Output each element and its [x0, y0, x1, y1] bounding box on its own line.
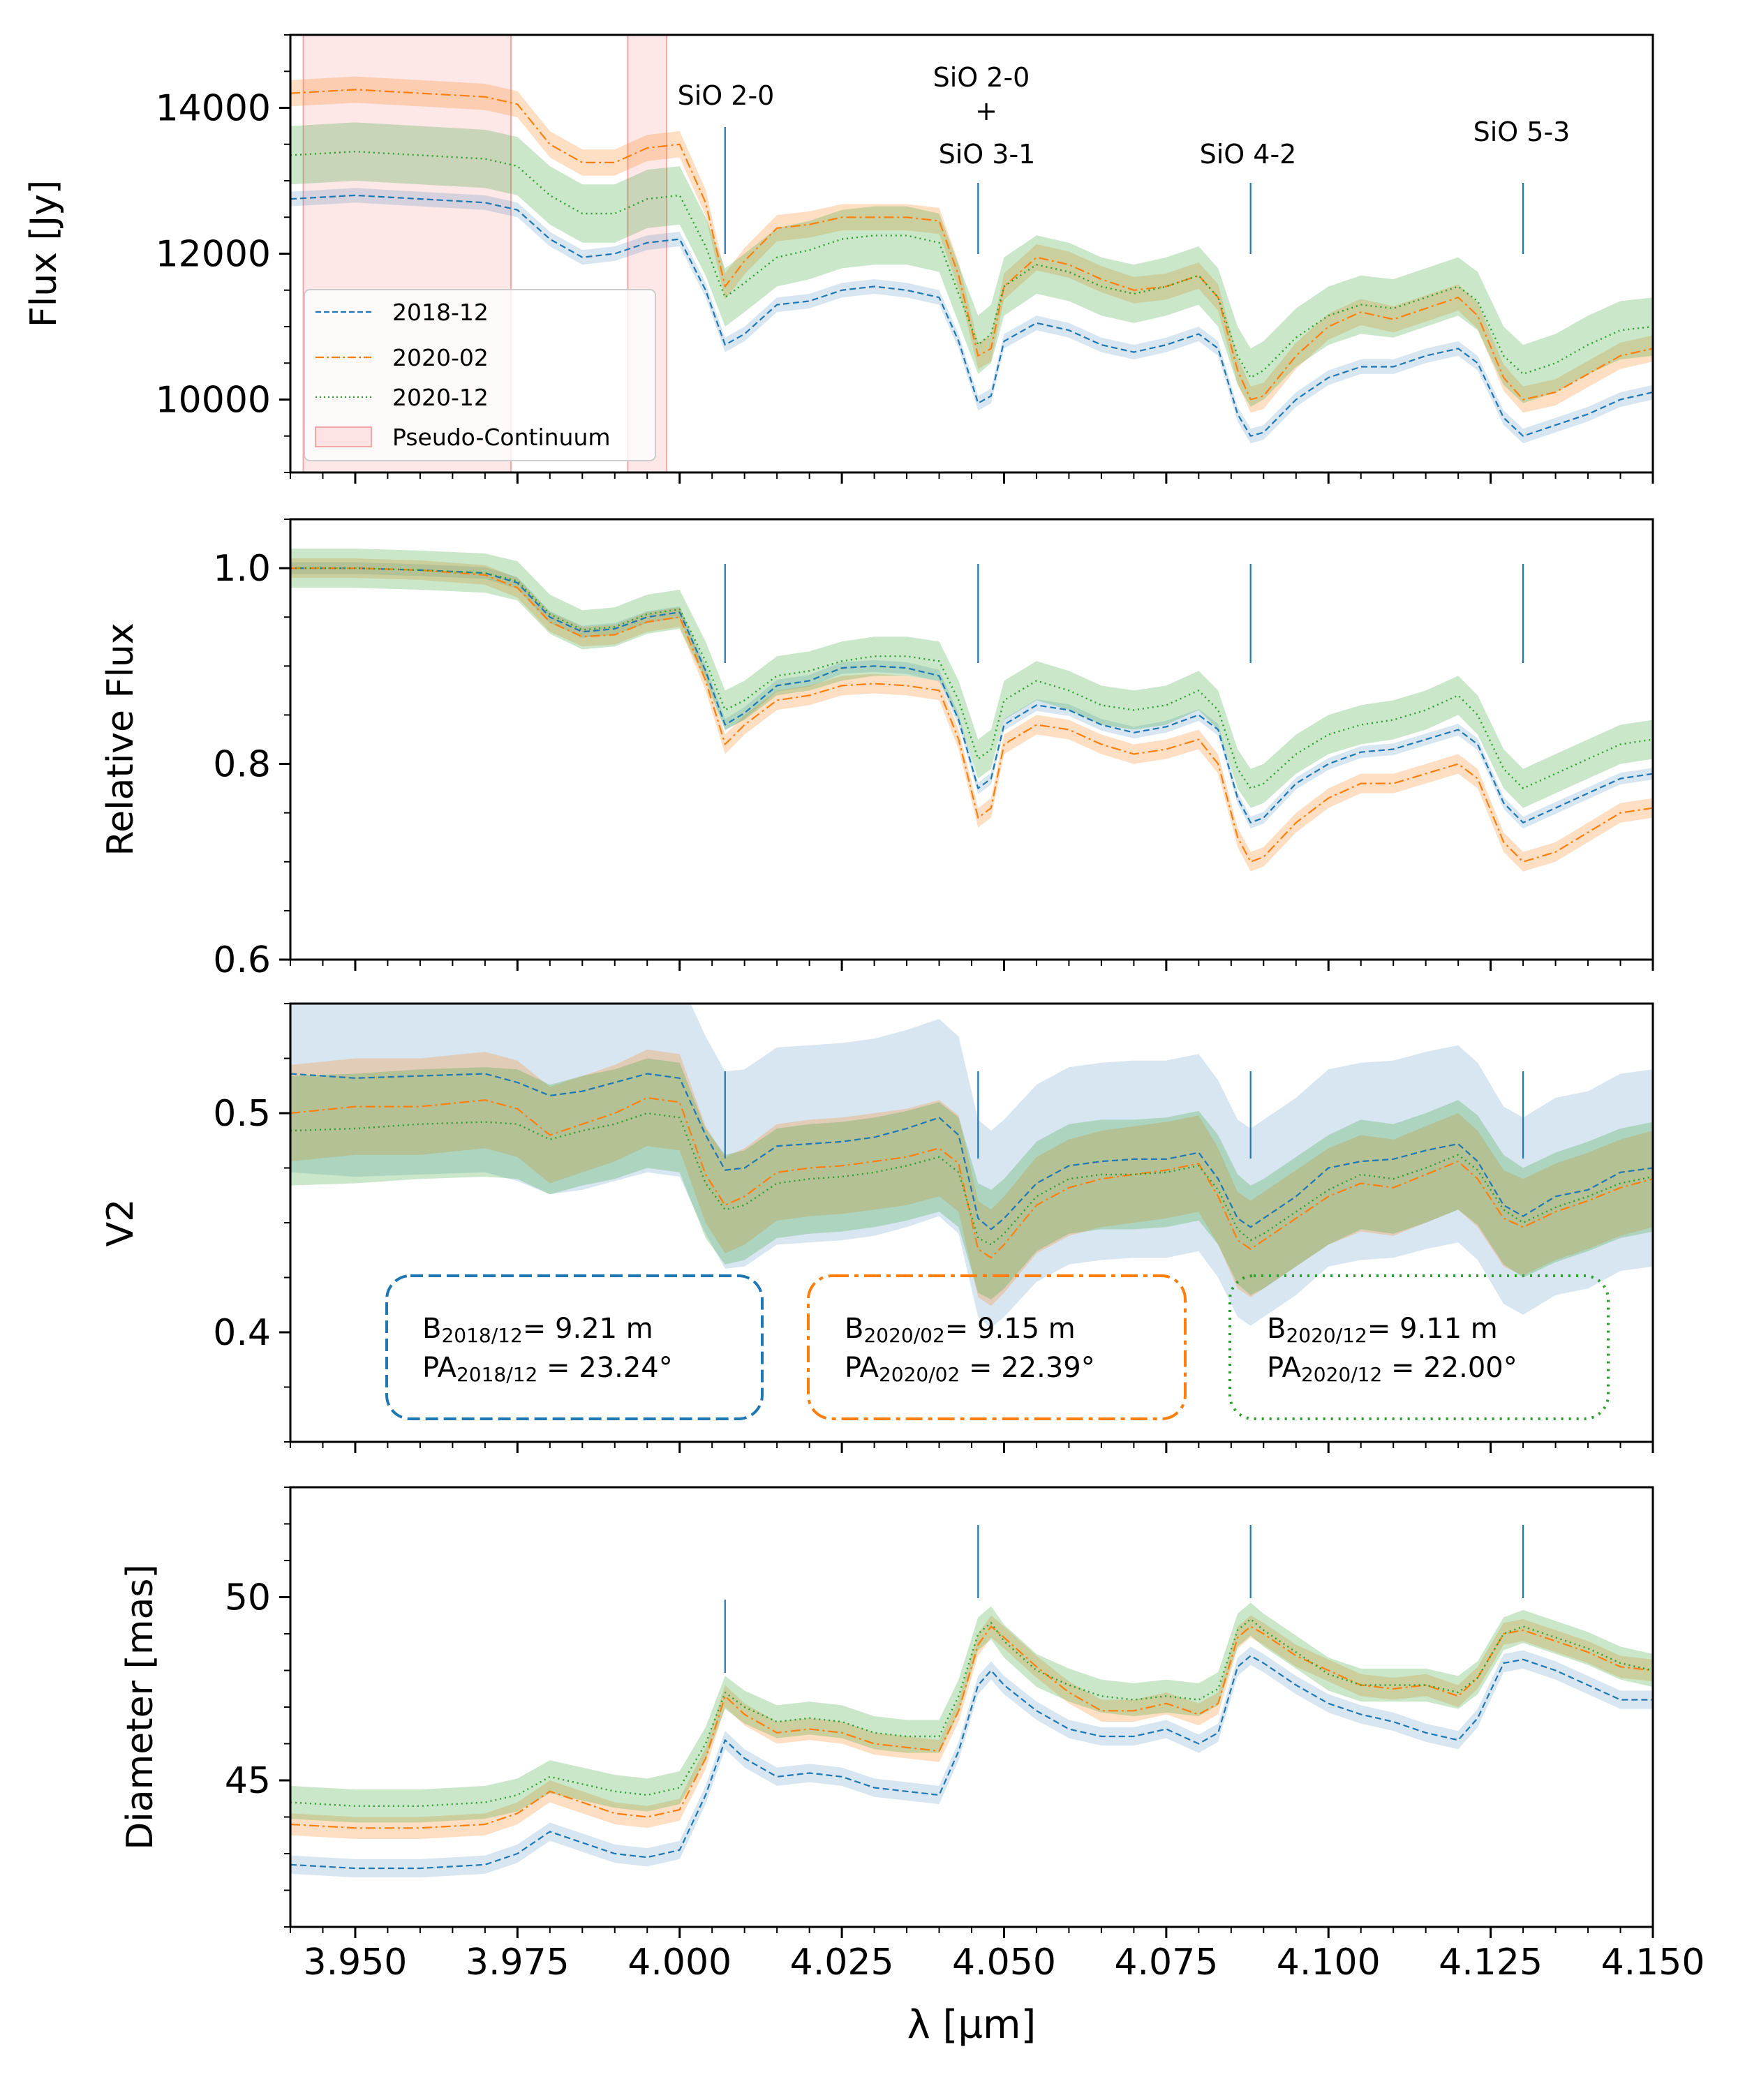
error-band-2018-12 — [290, 1646, 1653, 1878]
legend-label-continuum: Pseudo-Continuum — [392, 424, 611, 451]
pa-text-2018-12: PA2018/12 = 23.24° — [422, 1352, 673, 1386]
error-band-2018-12 — [290, 1004, 1653, 1328]
x-tick-label: 4.025 — [790, 1942, 894, 1983]
x-tick-label: 3.950 — [304, 1942, 408, 1983]
v2-panel: 0.4 0.5 V2 — [100, 1002, 1654, 1453]
x-tick-label: 4.050 — [952, 1942, 1056, 1983]
y-tick-label: 1.0 — [213, 548, 271, 590]
y-tick-label: 0.6 — [213, 939, 271, 981]
y-tick-label: 0.4 — [213, 1312, 271, 1354]
series-line-2020-02 — [290, 567, 1653, 863]
baseline-text-2018-12: B2018/12= 9.21 m — [422, 1313, 653, 1347]
marker-label-plus: + — [975, 96, 997, 126]
y-tick-label: 14000 — [156, 88, 271, 130]
series-line-2018-12 — [290, 1655, 1653, 1870]
baseline-text-2020-12: B2020/12= 9.11 m — [1267, 1313, 1498, 1347]
legend-label-2018-12: 2018-12 — [392, 299, 489, 326]
y-tick-label: 0.8 — [213, 744, 271, 786]
baseline-box-2018-12: B2018/12= 9.21 m PA2018/12 = 23.24° — [385, 1274, 764, 1420]
diameter-panel: 45 50 Diameter [mas] 3.950 3.975 4.000 4.025 4.… — [119, 1486, 1705, 1983]
error-band-2020-12 — [290, 1602, 1653, 1823]
y-axis-label: Flux [Jy] — [23, 180, 65, 327]
y-tick-label: 10000 — [156, 380, 271, 422]
x-tick-label: 4.100 — [1277, 1942, 1381, 1983]
baseline-box-frame-2020-02 — [807, 1274, 1187, 1420]
y-tick-label: 0.5 — [213, 1093, 271, 1135]
pa-text-2020-12: PA2020/12 = 22.00° — [1267, 1352, 1517, 1386]
x-tick-label: 4.000 — [628, 1942, 732, 1983]
pa-text-2020-02: PA2020/02 = 22.39° — [845, 1352, 1095, 1386]
series-line-2020-12 — [290, 1112, 1653, 1246]
series-line-2020-02 — [290, 1625, 1653, 1829]
series-line-2020-02 — [290, 89, 1653, 401]
series-line-2018-12 — [290, 1073, 1653, 1230]
flux-panel: 10000 12000 14000 Flux [Jy] — [23, 33, 1654, 484]
legend-swatch-continuum — [315, 426, 372, 447]
series-line-2018-12 — [290, 194, 1653, 437]
error-band-2020-12 — [290, 122, 1653, 407]
series-line-2020-12 — [290, 1618, 1653, 1808]
series-line-2020-02 — [290, 1096, 1653, 1259]
series-line-2020-12 — [290, 567, 1653, 789]
y-tick-label: 50 — [225, 1577, 271, 1619]
relative-flux-panel: 0.6 0.8 1.0 Relative Flux — [100, 518, 1654, 981]
baseline-box-frame-2018-12 — [385, 1274, 764, 1420]
marker-label-sio-4-2: SiO 4-2 — [1200, 139, 1297, 170]
baseline-box-2020-02: B2020/02= 9.15 m PA2020/02 = 22.39° — [807, 1274, 1187, 1420]
y-axis-label: Relative Flux — [100, 623, 142, 856]
error-band-2020-12 — [290, 549, 1653, 808]
x-tick-label: 4.125 — [1439, 1942, 1543, 1983]
error-band-2020-02 — [290, 76, 1653, 413]
error-band-2020-02 — [290, 558, 1653, 872]
x-tick-label: 4.150 — [1601, 1942, 1705, 1983]
y-axis-label: Diameter [mas] — [119, 1564, 161, 1849]
marker-label-sio-5-3: SiO 5-3 — [1473, 117, 1570, 147]
x-tick-label: 3.975 — [466, 1942, 570, 1983]
legend: 2018-12 2020-02 2020-12 Pseudo-Continuum — [304, 289, 656, 461]
x-axis-label: λ [µm] — [907, 2002, 1037, 2048]
legend-frame — [304, 289, 656, 461]
error-band-2020-02 — [290, 1049, 1653, 1306]
y-tick-label: 12000 — [156, 234, 271, 276]
error-band-2018-12 — [290, 188, 1653, 444]
marker-label-sio-3-1: SiO 3-1 — [939, 139, 1036, 170]
baseline-text-2020-02: B2020/02= 9.15 m — [845, 1313, 1076, 1347]
marker-label-sio-2-0-combined: SiO 2-0 — [933, 62, 1030, 93]
marker-label-sio-2-0: SiO 2-0 — [678, 80, 775, 111]
baseline-box-frame-2020-12 — [1228, 1274, 1610, 1420]
y-tick-label: 45 — [225, 1760, 271, 1802]
y-axis-label: V2 — [100, 1199, 142, 1247]
error-band-2020-02 — [290, 1615, 1653, 1839]
x-tick-label: 4.075 — [1114, 1942, 1218, 1983]
legend-label-2020-12: 2020-12 — [392, 384, 489, 411]
series-line-2020-12 — [290, 150, 1653, 379]
legend-label-2020-02: 2020-02 — [392, 344, 489, 371]
baseline-box-2020-12: B2020/12= 9.11 m PA2020/12 = 22.00° — [1228, 1274, 1610, 1420]
